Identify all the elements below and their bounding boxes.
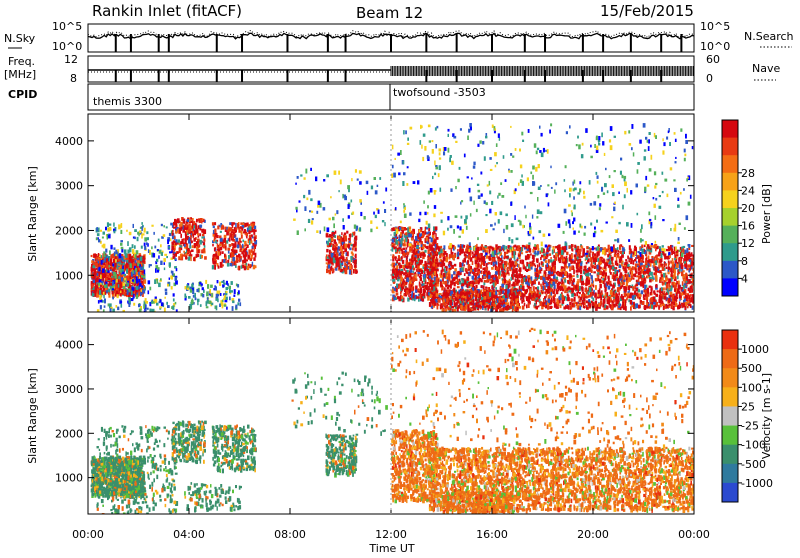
nsky-tick-bottom: 10^0 xyxy=(52,40,82,53)
colorbar-swatch xyxy=(722,261,738,279)
colorbar-tick: 4 xyxy=(741,272,748,285)
colorbar-tick: -25 xyxy=(741,420,759,433)
nsky-tick-top: 10^5 xyxy=(52,20,82,33)
y-tick-label: 3000 xyxy=(55,383,83,396)
colorbar-swatch xyxy=(722,426,738,446)
x-tick-label: 16:00 xyxy=(476,528,508,541)
colorbar-tick: 16 xyxy=(741,220,755,233)
power-panel: 1000 2000 3000 4000 xyxy=(55,114,696,314)
velocity-ylabel: Slant Range [km] xyxy=(26,368,39,464)
x-tick-label: 00:00 xyxy=(72,528,104,541)
freq-unit: [MHz] xyxy=(4,68,36,81)
x-tick-label: 08:00 xyxy=(274,528,306,541)
colorbar-swatch xyxy=(722,120,738,138)
y-tick-label: 2000 xyxy=(55,224,83,237)
colorbar-swatch xyxy=(722,208,738,226)
colorbar-tick: 500 xyxy=(741,362,762,375)
freq-strip xyxy=(88,56,694,82)
colorbar-swatch xyxy=(722,445,738,465)
colorbar-swatch xyxy=(722,226,738,244)
velocity-colorbar-label: Velocity [m s-1] xyxy=(760,373,773,459)
colorbar-swatch xyxy=(722,368,738,388)
y-tick-label: 2000 xyxy=(55,427,83,440)
colorbar-swatch xyxy=(722,387,738,407)
colorbar-swatch xyxy=(722,138,738,156)
y-tick-label: 1000 xyxy=(55,472,83,485)
power-colorbar-label: Power [dB] xyxy=(760,184,773,244)
colorbar-swatch xyxy=(722,464,738,484)
freq-tick-top: 12 xyxy=(64,53,78,66)
colorbar-swatch xyxy=(722,190,738,208)
cpid-label: CPID xyxy=(8,88,37,101)
colorbar-swatch xyxy=(722,243,738,261)
nsky-strip xyxy=(88,24,694,52)
colorbar-swatch xyxy=(722,330,738,350)
nave-label: Nave xyxy=(752,62,780,75)
colorbar-swatch xyxy=(722,406,738,426)
x-tick-label: 12:00 xyxy=(375,528,407,541)
colorbar-tick: 28 xyxy=(741,167,755,180)
nave-tick-bottom: 0 xyxy=(706,72,713,85)
y-tick-label: 4000 xyxy=(55,135,83,148)
power-ylabel: Slant Range [km] xyxy=(26,166,39,262)
y-tick-label: 3000 xyxy=(55,180,83,193)
colorbar-swatch xyxy=(722,278,738,296)
beam-title: Beam 12 xyxy=(356,4,423,22)
colorbar-tick: 24 xyxy=(741,184,755,197)
cpid-strip: themis 3300 twofsound -3503 xyxy=(88,84,694,110)
freq-tick-bottom: 8 xyxy=(70,72,77,85)
cpid-left-label: themis 3300 xyxy=(93,95,162,108)
x-tick-label: 20:00 xyxy=(577,528,609,541)
colorbar-tick: 100 xyxy=(741,381,762,394)
date-title: 15/Feb/2015 xyxy=(600,2,694,20)
colorbar-swatch xyxy=(722,155,738,173)
nsky-label: N.Sky xyxy=(4,32,36,45)
y-tick-label: 1000 xyxy=(55,269,83,282)
nave-tick-top: 60 xyxy=(706,53,720,66)
colorbar-swatch xyxy=(722,349,738,369)
station-title: Rankin Inlet (fitACF) xyxy=(92,2,242,20)
colorbar-tick: 1000 xyxy=(741,343,769,356)
colorbar-tick: 12 xyxy=(741,237,755,250)
velocity-panel: 1000 2000 3000 4000 xyxy=(55,318,696,517)
colorbar-tick: 20 xyxy=(741,202,755,215)
colorbar-tick: -1000 xyxy=(741,477,773,490)
freq-label: Freq. xyxy=(8,55,35,68)
x-tick-label: 04:00 xyxy=(173,528,205,541)
y-tick-label: 4000 xyxy=(55,339,83,352)
colorbar-tick: 25 xyxy=(741,400,755,413)
x-axis-label: Time UT xyxy=(368,542,414,554)
x-tick-label: 00:00 xyxy=(678,528,710,541)
nsearch-tick-top: 10^5 xyxy=(700,20,730,33)
cpid-right-label: twofsound -3503 xyxy=(393,86,486,99)
colorbar-tick: 8 xyxy=(741,255,748,268)
nsearch-tick-bottom: 10^0 xyxy=(700,40,730,53)
nsearch-label: N.Search xyxy=(744,30,794,43)
colorbar-swatch xyxy=(722,173,738,191)
colorbar-swatch xyxy=(722,483,738,503)
